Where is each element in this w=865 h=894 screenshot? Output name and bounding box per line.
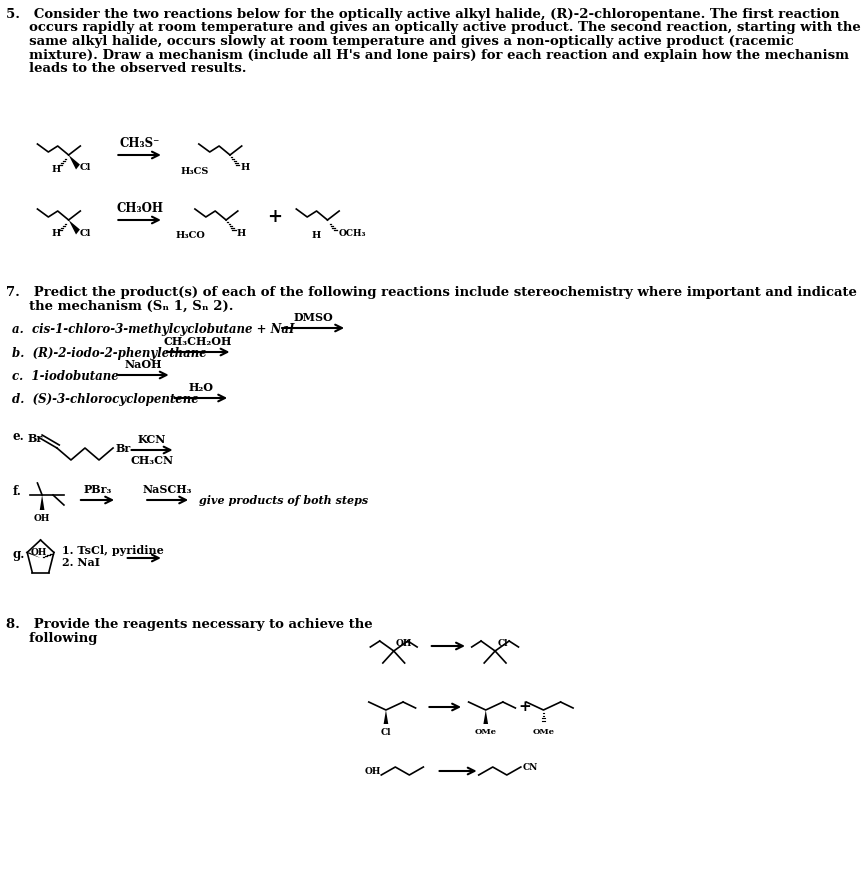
Text: NaOH: NaOH xyxy=(125,359,163,370)
Text: Br: Br xyxy=(115,443,131,453)
Text: f.: f. xyxy=(12,485,22,498)
Polygon shape xyxy=(68,155,80,170)
Text: Cl: Cl xyxy=(497,639,508,648)
Text: H: H xyxy=(241,164,250,173)
Text: OMe: OMe xyxy=(475,728,497,736)
Text: d.  (S)-3-chlorocyclopentene: d. (S)-3-chlorocyclopentene xyxy=(12,393,199,406)
Text: KCN: KCN xyxy=(138,434,166,445)
Text: H: H xyxy=(52,230,61,239)
Text: Cl: Cl xyxy=(381,728,391,737)
Text: CH₃CN: CH₃CN xyxy=(131,455,174,466)
Text: a.  cis-1-chloro-3-methylcyclobutane + NaI: a. cis-1-chloro-3-methylcyclobutane + Na… xyxy=(12,323,295,336)
Polygon shape xyxy=(215,220,226,234)
Text: occurs rapidly at room temperature and gives an optically active product. The se: occurs rapidly at room temperature and g… xyxy=(6,21,861,35)
Text: e.: e. xyxy=(12,430,24,443)
Text: CH₃OH: CH₃OH xyxy=(116,202,163,215)
Text: leads to the observed results.: leads to the observed results. xyxy=(6,62,247,75)
Text: same alkyl halide, occurs slowly at room temperature and gives a non-optically a: same alkyl halide, occurs slowly at room… xyxy=(6,35,794,48)
Text: 2. NaI: 2. NaI xyxy=(62,558,100,569)
Text: 1. TsCl, pyridine: 1. TsCl, pyridine xyxy=(62,544,164,555)
Text: g.: g. xyxy=(12,548,25,561)
Text: OH: OH xyxy=(34,514,50,523)
Polygon shape xyxy=(383,710,388,724)
Text: DMSO: DMSO xyxy=(293,312,333,323)
Text: CH₃CH₂OH: CH₃CH₂OH xyxy=(163,336,232,347)
Polygon shape xyxy=(25,552,41,558)
Polygon shape xyxy=(317,220,328,234)
Text: NaSCH₃: NaSCH₃ xyxy=(143,484,192,495)
Text: PBr₃: PBr₃ xyxy=(83,484,112,495)
Text: OH: OH xyxy=(365,766,381,775)
Text: H₃CO: H₃CO xyxy=(176,232,205,240)
Text: OH: OH xyxy=(30,548,47,557)
Text: H: H xyxy=(312,232,321,240)
Text: 5.   Consider the two reactions below for the optically active alkyl halide, (R): 5. Consider the two reactions below for … xyxy=(6,8,840,21)
Text: b.  (R)-2-iodo-2-phenylethane: b. (R)-2-iodo-2-phenylethane xyxy=(12,347,208,360)
Polygon shape xyxy=(219,155,230,170)
Text: OMe: OMe xyxy=(533,728,554,736)
Text: following: following xyxy=(6,632,98,645)
Text: +: + xyxy=(518,700,531,714)
Text: Cl: Cl xyxy=(80,229,91,238)
Text: OH: OH xyxy=(396,639,413,648)
Text: H: H xyxy=(237,229,247,238)
Text: give products of both steps: give products of both steps xyxy=(199,494,368,505)
Text: OCH₃: OCH₃ xyxy=(338,229,366,238)
Text: H₃CS: H₃CS xyxy=(181,166,209,175)
Text: H₂O: H₂O xyxy=(189,382,214,393)
Text: the mechanism (Sₙ 1, Sₙ 2).: the mechanism (Sₙ 1, Sₙ 2). xyxy=(6,300,234,313)
Polygon shape xyxy=(40,495,44,510)
Text: CH₃S⁻: CH₃S⁻ xyxy=(119,137,160,150)
Text: Cl: Cl xyxy=(80,164,91,173)
Polygon shape xyxy=(484,710,488,724)
Text: Br: Br xyxy=(28,433,42,443)
Text: mixture). Draw a mechanism (include all H's and lone pairs) for each reaction an: mixture). Draw a mechanism (include all … xyxy=(6,48,849,62)
Text: H: H xyxy=(52,164,61,173)
Text: +: + xyxy=(267,208,282,226)
Text: CN: CN xyxy=(522,763,538,772)
Text: 8.   Provide the reagents necessary to achieve the: 8. Provide the reagents necessary to ach… xyxy=(6,618,373,631)
Text: c.  1-iodobutane: c. 1-iodobutane xyxy=(12,370,119,383)
Text: 7.   Predict the product(s) of each of the following reactions include stereoche: 7. Predict the product(s) of each of the… xyxy=(6,286,857,299)
Polygon shape xyxy=(68,220,80,234)
